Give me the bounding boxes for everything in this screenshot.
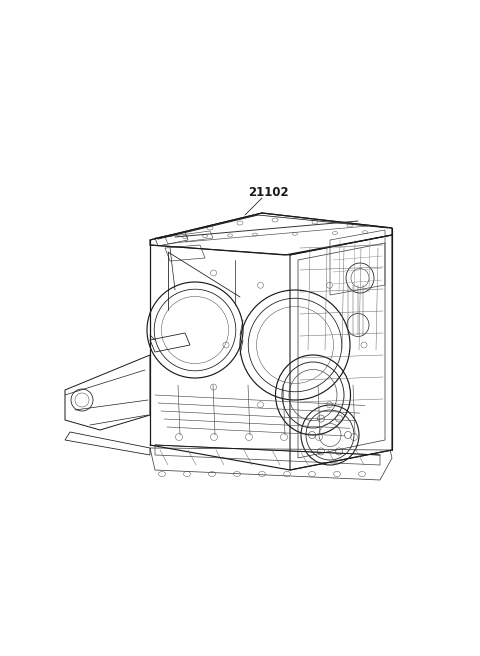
Text: 21102: 21102 xyxy=(248,186,288,199)
